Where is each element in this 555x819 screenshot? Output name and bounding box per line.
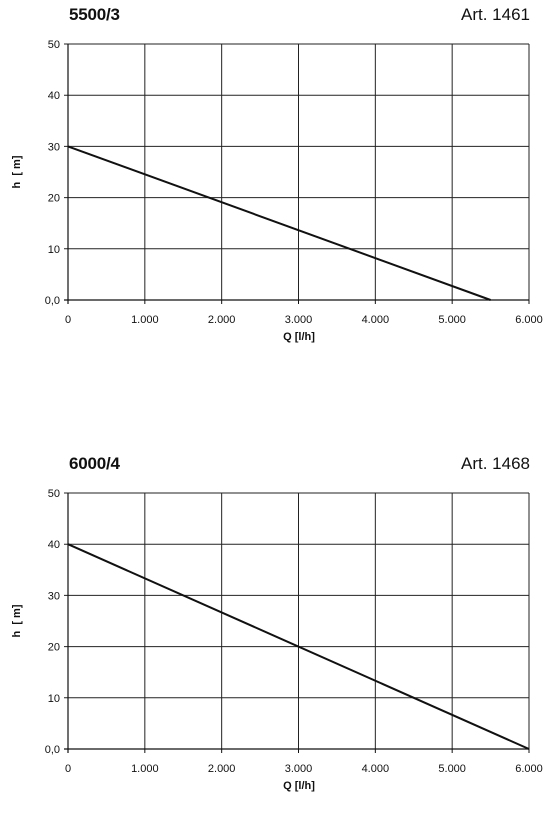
chart-title: 5500/3 [69, 5, 120, 24]
pump-curve-line [67, 543, 530, 750]
x-tick-label: 2.000 [208, 763, 236, 775]
y-tick-label: 0,0 [45, 744, 60, 756]
chart-plot-area: 0,0 10 20 30 40 50 0 1.000 2.000 3.000 4.000 5.000 6… [11, 488, 543, 792]
y-tick-label: 40 [48, 90, 60, 102]
article-number: Art. 1461 [461, 5, 530, 24]
x-tick-label: 1.000 [131, 763, 159, 775]
x-tick-label: 4.000 [362, 763, 390, 775]
pump-curve-chart-5500-3: 0,0 10 20 30 40 50 0 1.000 2.000 3.000 4.000 5.000 6… [0, 0, 555, 370]
y-tick-label: 20 [48, 642, 60, 654]
y-axis-title: h [ m] [11, 155, 23, 188]
chart-plot-area: 0,0 10 20 30 40 50 0 1.000 2.000 3.000 4.000 5.000 6… [11, 39, 543, 343]
x-tick-label: 5.000 [438, 314, 466, 326]
x-tick-label: 0 [65, 314, 71, 326]
x-axis-title: Q [l/h] [283, 780, 315, 792]
y-tick-label: 10 [48, 244, 60, 256]
x-tick-label: 3.000 [285, 314, 313, 326]
x-tick-label: 2.000 [208, 314, 236, 326]
y-tick-label: 50 [48, 39, 60, 51]
x-tick-label: 1.000 [131, 314, 159, 326]
y-tick-label: 0,0 [45, 295, 60, 307]
x-tick-label: 4.000 [362, 314, 390, 326]
x-tick-label: 0 [65, 763, 71, 775]
y-tick-label: 20 [48, 193, 60, 205]
y-tick-label: 30 [48, 141, 60, 153]
x-axis-title: Q [l/h] [283, 331, 315, 343]
x-tick-label: 5.000 [438, 763, 466, 775]
y-tick-label: 30 [48, 590, 60, 602]
x-tick-label: 3.000 [285, 763, 313, 775]
y-axis-title: h [ m] [11, 604, 23, 637]
pump-curve-chart-6000-4: 0,0 10 20 30 40 50 0 1.000 2.000 3.000 4.000 5.000 6… [0, 449, 555, 819]
y-tick-label: 50 [48, 488, 60, 500]
pump-curve-line [67, 145, 491, 301]
y-tick-label: 10 [48, 693, 60, 705]
y-tick-label: 40 [48, 539, 60, 551]
article-number: Art. 1468 [461, 454, 530, 473]
x-tick-label: 6.000 [515, 314, 543, 326]
x-tick-label: 6.000 [515, 763, 543, 775]
chart-title: 6000/4 [69, 454, 120, 473]
